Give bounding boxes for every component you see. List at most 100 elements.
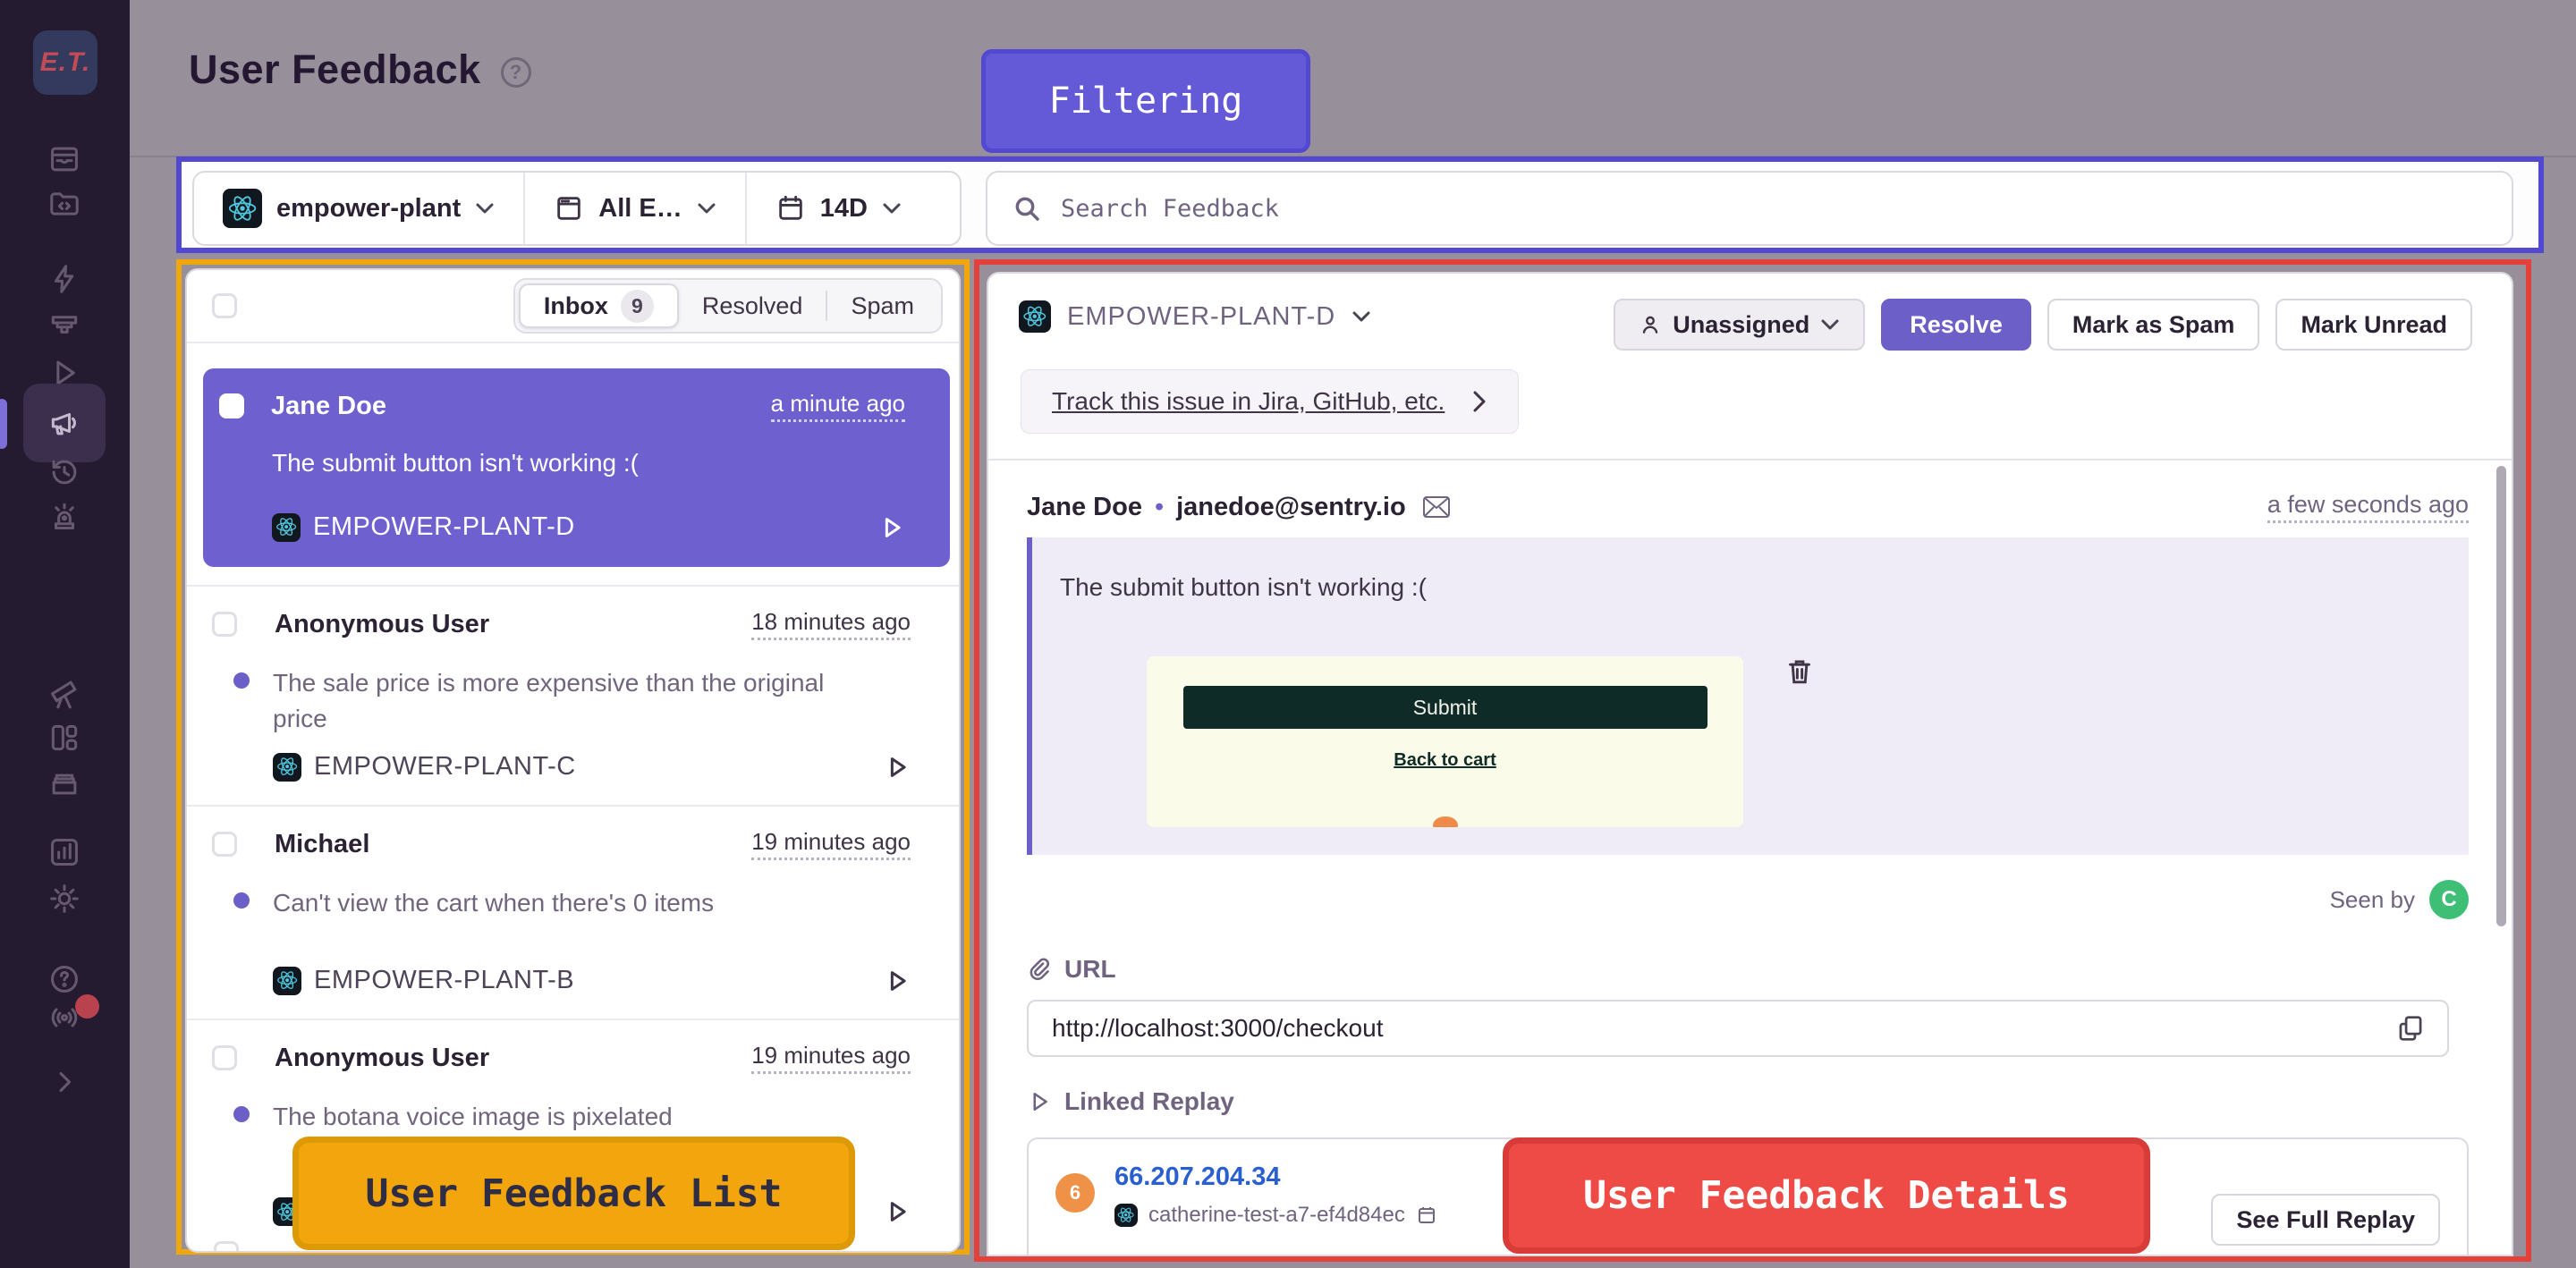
details-project-selector[interactable]: EMPOWER-PLANT-D — [1019, 300, 1371, 333]
sidebar-collapse-icon[interactable] — [47, 1064, 82, 1100]
sender-name: Jane Doe — [1027, 492, 1142, 521]
item-timestamp[interactable]: 18 minutes ago — [751, 608, 911, 640]
details-project-label: EMPOWER-PLANT-D — [1067, 301, 1336, 331]
list-header: Inbox 9 Resolved Spam — [187, 270, 959, 343]
sidebar-item-settings-icon[interactable] — [47, 881, 82, 917]
sidebar-item-traces-icon[interactable] — [47, 309, 82, 344]
replay-play-icon[interactable] — [878, 514, 905, 541]
item-timestamp[interactable]: 19 minutes ago — [751, 828, 911, 860]
details-header: EMPOWER-PLANT-D Unassigned Resolve Mark … — [988, 274, 2512, 461]
sidebar-item-feedback-icon[interactable] — [23, 384, 106, 462]
item-checkbox[interactable] — [219, 393, 244, 418]
unread-dot — [233, 1106, 250, 1122]
page-title: User Feedback ? — [189, 46, 531, 93]
resolve-label: Resolve — [1910, 310, 2003, 338]
sidebar-item-stats-icon[interactable] — [47, 834, 82, 870]
sender-row: Jane Doe • janedoe@sentry.io a few secon… — [1027, 491, 2469, 523]
feedback-item[interactable]: Anonymous User 18 minutes ago The sale p… — [187, 585, 959, 805]
item-message-preview: The submit button isn't working :( — [272, 449, 639, 477]
sidebar-item-issues-icon[interactable] — [47, 141, 82, 177]
linked-replay-label-text: Linked Replay — [1064, 1087, 1234, 1115]
sidebar-item-discover-icon[interactable] — [47, 675, 82, 711]
chevron-right-icon — [1473, 391, 1486, 412]
sidebar-item-releases-icon[interactable] — [47, 454, 82, 490]
sidebar-item-whats-new-icon[interactable] — [47, 1000, 82, 1036]
help-icon[interactable]: ? — [500, 57, 531, 88]
replay-play-icon[interactable] — [884, 1198, 911, 1225]
sidebar: E.T. — [0, 0, 130, 1268]
feedback-details-panel: EMPOWER-PLANT-D Unassigned Resolve Mark … — [987, 272, 2513, 1256]
react-project-icon — [1019, 300, 1051, 333]
details-scrollbar[interactable] — [2496, 466, 2506, 926]
project-filter[interactable]: empower-plant — [194, 173, 523, 244]
copy-icon[interactable] — [2397, 1014, 2424, 1043]
person-icon — [1643, 316, 1658, 334]
linked-replay-section-label[interactable]: Linked Replay — [1027, 1087, 2469, 1116]
feedback-item[interactable]: Michael 19 minutes ago Can't view the ca… — [187, 805, 959, 1019]
annotation-label-details: User Feedback Details — [1503, 1137, 2150, 1254]
paperclip-icon — [1030, 958, 1050, 981]
feedback-timestamp[interactable]: a few seconds ago — [2267, 491, 2469, 523]
item-checkbox[interactable] — [212, 1045, 237, 1070]
item-message-preview: Can't view the cart when there's 0 items — [273, 889, 715, 917]
date-range-filter[interactable]: 14D — [744, 173, 930, 244]
sidebar-item-projects-icon[interactable] — [47, 186, 82, 222]
seen-by-row: Seen by C — [1027, 880, 2469, 919]
seen-by-avatar[interactable]: C — [2429, 880, 2469, 919]
feedback-details-annotation-box: EMPOWER-PLANT-D Unassigned Resolve Mark … — [974, 259, 2531, 1262]
mailbox-tabs: Inbox 9 Resolved Spam — [513, 278, 943, 334]
tab-inbox[interactable]: Inbox 9 — [518, 283, 679, 328]
annotation-label-filtering: Filtering — [981, 49, 1310, 153]
item-message-preview: The botana voice image is pixelated — [273, 1103, 673, 1130]
search-input[interactable]: Search Feedback — [986, 171, 2513, 246]
feedback-message-bubble: The submit button isn't working :( Submi… — [1027, 537, 2469, 855]
react-project-icon — [272, 512, 301, 542]
mail-icon[interactable] — [1422, 495, 1451, 519]
sidebar-item-help-icon[interactable] — [47, 961, 82, 997]
page-title-text: User Feedback — [189, 46, 481, 92]
item-timestamp[interactable]: a minute ago — [770, 390, 905, 422]
item-sender-name: Jane Doe — [271, 391, 386, 420]
react-project-icon — [223, 189, 262, 228]
item-project-slug: EMPOWER-PLANT-C — [314, 752, 576, 781]
sender-separator: • — [1154, 492, 1165, 521]
org-logo[interactable]: E.T. — [33, 30, 97, 95]
delete-screenshot-icon[interactable] — [1785, 656, 1814, 687]
sidebar-item-alerts-icon[interactable] — [47, 498, 82, 534]
replay-session-id: catherine-test-a7-ef4d84ec — [1148, 1203, 1405, 1227]
sidebar-item-replays-icon[interactable] — [47, 355, 82, 391]
feedback-item-selected[interactable]: Jane Doe a minute ago The submit button … — [203, 368, 950, 567]
chevron-down-icon — [1821, 319, 1839, 330]
sidebar-item-crons-icon[interactable] — [47, 765, 82, 800]
mark-as-spam-button[interactable]: Mark as Spam — [2046, 299, 2260, 351]
select-all-checkbox[interactable] — [212, 293, 237, 318]
see-full-replay-label: See Full Replay — [2236, 1205, 2415, 1233]
environment-filter[interactable]: All E… — [523, 173, 744, 244]
tab-resolved[interactable]: Resolved — [679, 283, 826, 328]
item-timestamp[interactable]: 19 minutes ago — [751, 1042, 911, 1074]
track-issue-button[interactable]: Track this issue in Jira, GitHub, etc. — [1021, 369, 1520, 434]
unread-dot — [233, 892, 250, 909]
sidebar-item-dashboards-icon[interactable] — [47, 720, 82, 756]
tab-divider — [826, 291, 828, 321]
item-checkbox[interactable] — [212, 612, 237, 637]
resolve-button[interactable]: Resolve — [1881, 299, 2031, 351]
replay-ip-link[interactable]: 66.207.204.34 — [1114, 1162, 1281, 1191]
url-section-label: URL — [1027, 955, 2469, 984]
replay-play-icon[interactable] — [884, 968, 911, 994]
feedback-list-panel: Inbox 9 Resolved Spam Jane Doe a minute … — [185, 268, 961, 1253]
item-checkbox[interactable] — [212, 832, 237, 857]
item-checkbox[interactable] — [214, 1241, 239, 1251]
tab-spam[interactable]: Spam — [827, 283, 937, 328]
see-full-replay-button[interactable]: See Full Replay — [2211, 1194, 2440, 1246]
mark-unread-button[interactable]: Mark Unread — [2275, 299, 2472, 351]
track-issue-label: Track this issue in Jira, GitHub, etc. — [1052, 387, 1445, 415]
url-field[interactable]: http://localhost:3000/checkout — [1027, 1000, 2449, 1057]
react-project-icon — [1114, 1204, 1138, 1227]
assignee-dropdown[interactable]: Unassigned — [1614, 299, 1866, 351]
item-message-preview: The sale price is more expensive than th… — [273, 669, 825, 732]
tab-inbox-label: Inbox — [543, 292, 608, 319]
screenshot-back-link: Back to cart — [1394, 750, 1496, 770]
sidebar-item-performance-icon[interactable] — [47, 261, 82, 297]
replay-play-icon[interactable] — [884, 754, 911, 781]
